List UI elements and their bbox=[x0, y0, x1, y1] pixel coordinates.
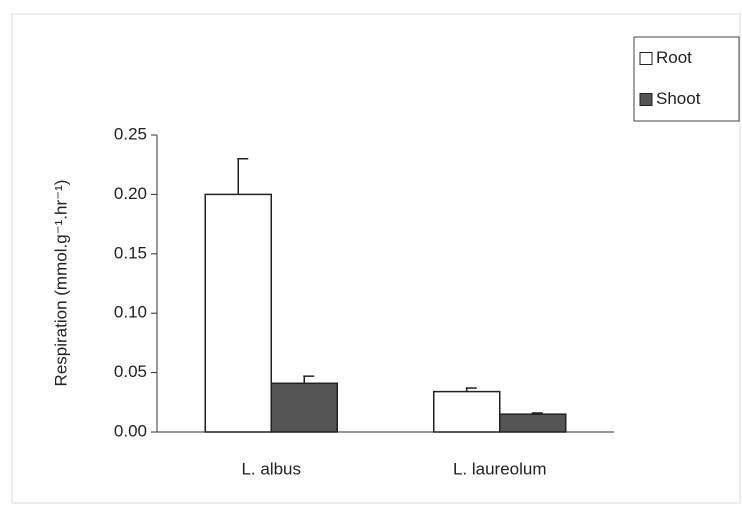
x-tick-label: L. laureolum bbox=[453, 459, 547, 478]
bar bbox=[499, 413, 567, 433]
bar bbox=[433, 390, 501, 433]
frame bbox=[11, 13, 741, 504]
bar bbox=[270, 382, 338, 433]
y-axis-label: Respiration (mmol.g⁻¹.hr⁻¹) bbox=[51, 180, 70, 387]
legend-swatch bbox=[639, 52, 653, 65]
y-tick-label: 0.05 bbox=[114, 362, 147, 381]
x-tick-label: L. albus bbox=[241, 459, 301, 478]
bar bbox=[204, 193, 272, 433]
y-tick-label: 0.00 bbox=[114, 421, 147, 440]
y-tick-label: 0.10 bbox=[114, 303, 147, 322]
y-tick-label: 0.25 bbox=[114, 124, 147, 143]
legend-box bbox=[633, 36, 740, 122]
y-tick-label: 0.15 bbox=[114, 243, 147, 262]
y-tick-label: 0.20 bbox=[114, 184, 147, 203]
legend-label: Shoot bbox=[656, 89, 701, 108]
legend-swatch bbox=[639, 93, 653, 106]
legend-label: Root bbox=[656, 48, 692, 67]
